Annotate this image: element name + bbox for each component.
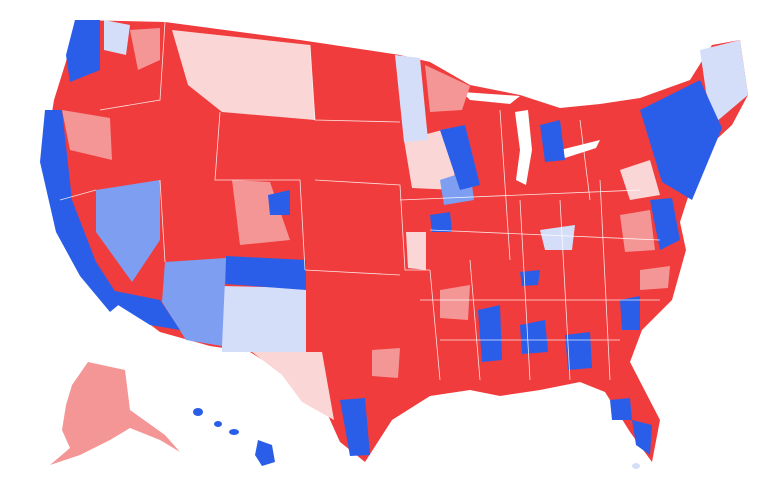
region [268,190,290,215]
region [395,55,428,142]
region [40,110,122,312]
region [640,266,670,290]
hawaii [214,421,222,427]
region [632,420,652,455]
region [66,20,100,82]
region [430,212,452,232]
region [226,256,306,290]
region [440,285,470,320]
region [540,225,575,250]
region [404,128,456,190]
region [700,40,748,122]
region [232,180,290,245]
district-border [59,21,661,381]
hawaii [255,440,275,466]
region [610,398,632,420]
region [520,270,540,286]
lake [515,110,532,185]
region [520,320,548,354]
region [222,286,306,352]
region [372,348,400,378]
region [406,232,426,270]
region [620,160,660,200]
region [162,258,226,346]
region [96,180,160,282]
region [340,398,370,456]
region [640,80,722,200]
region [110,290,180,330]
region [130,28,160,70]
region [540,120,565,162]
region [172,30,315,120]
region [440,125,480,190]
alaska [50,362,180,465]
hawaii [193,408,203,416]
lake [462,92,520,104]
region [620,210,655,252]
region [104,20,130,55]
region [620,296,640,330]
hawaii [229,429,239,435]
region [478,305,502,362]
region [650,198,680,250]
region [565,332,592,370]
region [425,65,470,112]
region [62,110,112,160]
region [252,352,334,420]
region [632,463,640,469]
lake [560,140,600,158]
